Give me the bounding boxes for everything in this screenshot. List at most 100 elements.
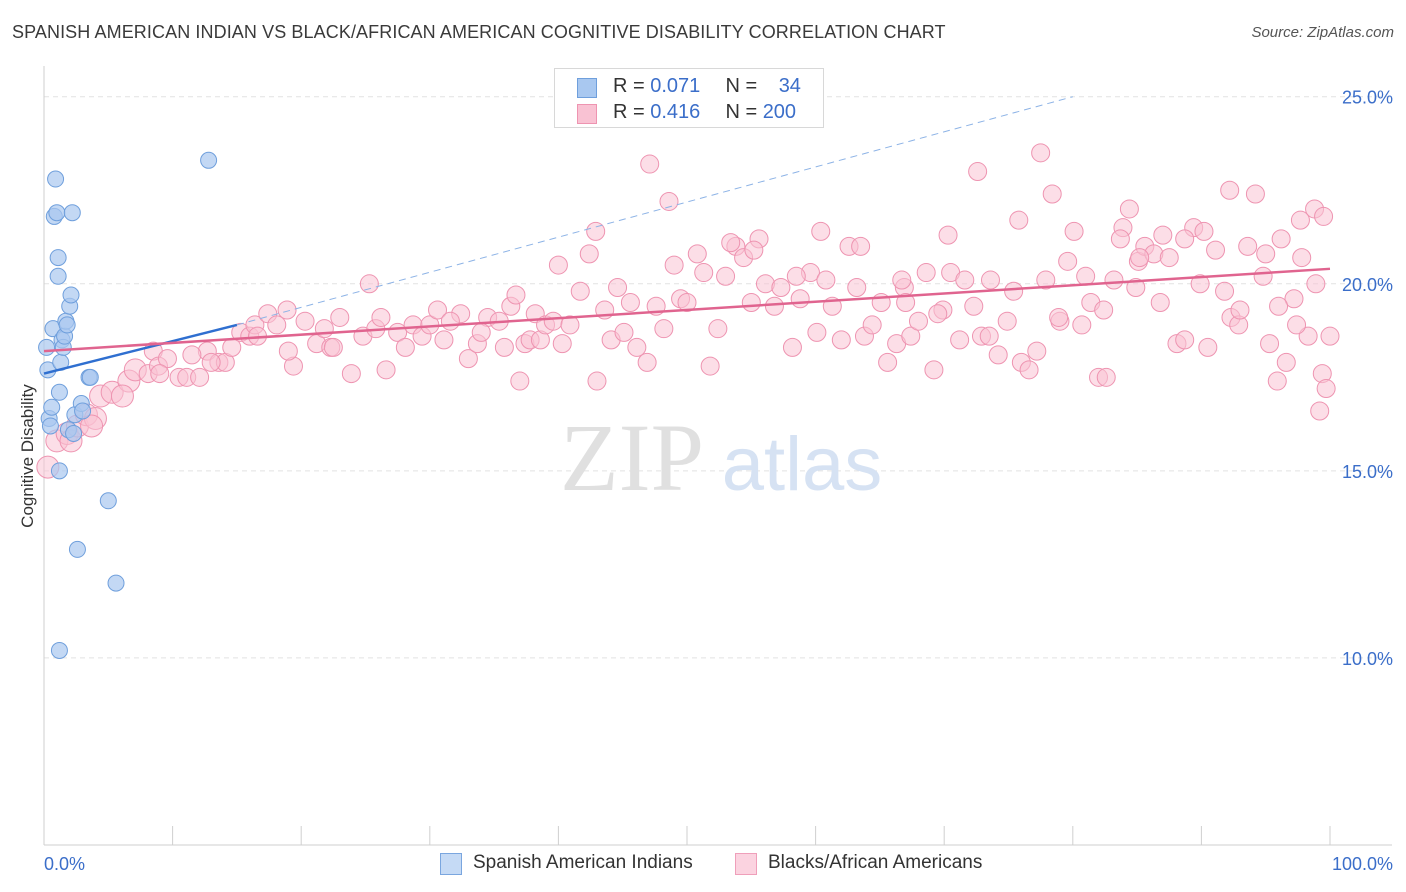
legend-r-label: R = xyxy=(613,75,651,97)
chart-title: SPANISH AMERICAN INDIAN VS BLACK/AFRICAN… xyxy=(12,22,946,42)
data-point-black-177 xyxy=(744,240,764,260)
trend-spanish xyxy=(43,323,238,375)
data-point-black-188 xyxy=(1130,248,1150,268)
data-point-black-63 xyxy=(570,281,590,301)
bottom-legend-swatch-blue xyxy=(440,853,462,875)
data-point-spanish-18 xyxy=(58,316,76,334)
data-point-spanish-7 xyxy=(47,170,65,188)
data-point-black-130 xyxy=(1096,367,1116,387)
trend-black xyxy=(43,267,1331,353)
data-point-black-195 xyxy=(1292,248,1312,268)
data-point-black-116 xyxy=(988,345,1008,365)
data-point-black-140 xyxy=(1175,330,1195,350)
data-point-black-91 xyxy=(790,289,810,309)
data-point-black-105 xyxy=(901,326,921,346)
watermark-atlas: atlas xyxy=(722,422,883,507)
data-point-black-155 xyxy=(1290,210,1310,230)
data-point-black-206 xyxy=(1310,401,1330,421)
data-point-black-80 xyxy=(700,356,720,376)
legend-n-value: 200 xyxy=(762,101,797,123)
data-point-spanish-0 xyxy=(38,338,56,356)
data-point-black-28 xyxy=(277,300,297,320)
data-point-black-70 xyxy=(620,292,640,312)
data-point-black-142 xyxy=(1190,274,1210,294)
data-point-black-178 xyxy=(786,266,806,286)
data-point-black-118 xyxy=(1004,281,1024,301)
bottom-legend-label: Spanish American Indians xyxy=(473,852,693,873)
data-point-black-64 xyxy=(579,244,599,264)
data-point-spanish-32 xyxy=(50,641,68,659)
data-point-black-163 xyxy=(150,364,170,384)
data-point-black-161 xyxy=(80,414,104,438)
data-point-black-192 xyxy=(1220,180,1240,200)
data-point-black-122 xyxy=(1036,270,1056,290)
data-point-spanish-21 xyxy=(62,286,80,304)
data-point-black-79 xyxy=(694,263,714,283)
data-point-black-168 xyxy=(371,307,391,327)
legend-swatch-blue xyxy=(577,78,597,98)
trend-lines xyxy=(43,96,1331,375)
data-point-black-68 xyxy=(608,278,628,298)
data-point-spanish-31 xyxy=(107,574,125,592)
data-point-black-90 xyxy=(782,337,802,357)
data-point-black-197 xyxy=(1314,206,1334,226)
data-point-black-30 xyxy=(295,311,315,331)
legend-r-value: 0.071 xyxy=(650,75,701,97)
y-tick-label: 25.0% xyxy=(1342,88,1393,108)
data-point-black-82 xyxy=(716,266,736,286)
axes xyxy=(43,66,1392,846)
bottom-legend-label: Blacks/African Americans xyxy=(768,852,983,873)
data-point-black-165 xyxy=(201,352,221,372)
data-point-black-45 xyxy=(428,300,448,320)
data-point-spanish-25 xyxy=(68,540,86,558)
data-point-black-72 xyxy=(637,352,657,372)
data-point-black-62 xyxy=(560,315,580,335)
data-point-black-175 xyxy=(659,191,679,211)
series-spanish-american-indians xyxy=(38,151,218,659)
data-point-black-164 xyxy=(182,345,202,365)
data-point-black-123 xyxy=(1042,184,1062,204)
y-axis-label: Cognitive Disability xyxy=(18,384,37,528)
data-point-black-186 xyxy=(1076,266,1096,286)
data-point-black-167 xyxy=(323,337,343,357)
y-tick-label: 10.0% xyxy=(1342,649,1393,669)
data-point-black-176 xyxy=(721,233,741,253)
legend-n-value: 34 xyxy=(778,75,801,97)
data-point-black-191 xyxy=(1194,221,1214,241)
data-point-black-117 xyxy=(997,311,1017,331)
legend-swatch-pink xyxy=(577,104,597,124)
data-point-black-156 xyxy=(1298,326,1318,346)
data-point-spanish-12 xyxy=(50,462,68,480)
bottom-legend-swatch-pink xyxy=(735,853,757,875)
legend-n-label: N = xyxy=(725,75,763,97)
data-point-black-115 xyxy=(980,270,1000,290)
data-point-black-145 xyxy=(1215,281,1235,301)
data-point-spanish-4 xyxy=(43,398,61,416)
data-point-black-153 xyxy=(1276,352,1296,372)
data-point-black-203 xyxy=(1230,300,1250,320)
data-point-black-100 xyxy=(862,315,882,335)
data-point-black-207 xyxy=(1094,300,1114,320)
y-tick-label: 20.0% xyxy=(1342,275,1393,295)
data-point-black-166 xyxy=(278,341,298,361)
data-point-black-193 xyxy=(1256,244,1276,264)
data-point-spanish-29 xyxy=(81,368,99,386)
data-point-black-111 xyxy=(950,330,970,350)
data-point-black-181 xyxy=(892,270,912,290)
data-point-black-85 xyxy=(741,292,761,312)
data-point-black-102 xyxy=(878,352,898,372)
data-point-black-54 xyxy=(510,371,530,391)
data-point-black-94 xyxy=(816,270,836,290)
data-point-black-169 xyxy=(440,311,460,331)
data-point-black-39 xyxy=(376,360,396,380)
data-point-black-52 xyxy=(494,337,514,357)
data-point-spanish-30 xyxy=(99,492,117,510)
data-point-black-143 xyxy=(1198,337,1218,357)
x-tick-label: 0.0% xyxy=(44,854,85,874)
data-point-black-27 xyxy=(267,315,287,335)
data-point-black-149 xyxy=(1245,184,1265,204)
data-point-black-88 xyxy=(764,296,784,316)
data-point-black-150 xyxy=(1253,266,1273,286)
data-point-black-89 xyxy=(771,278,791,298)
data-point-black-152 xyxy=(1267,371,1287,391)
